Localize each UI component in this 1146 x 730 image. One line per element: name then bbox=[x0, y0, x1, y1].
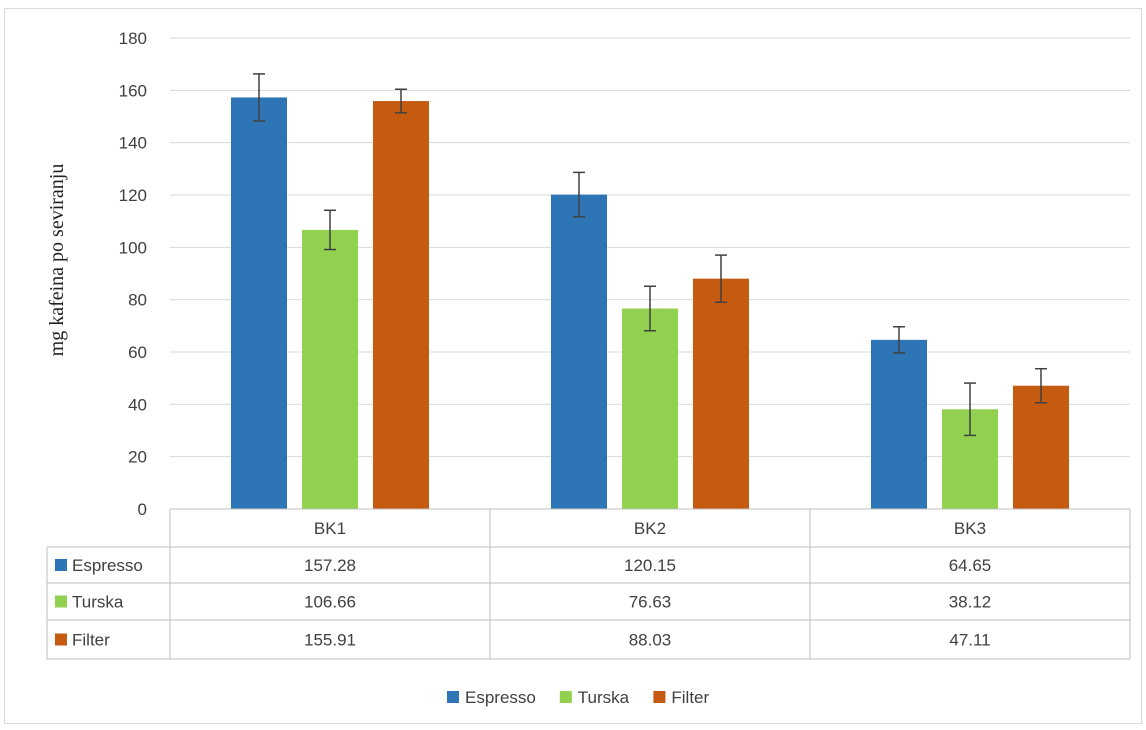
table-legend-key bbox=[55, 633, 67, 646]
table-series-name: Turska bbox=[72, 593, 124, 612]
bar-espresso-bk3 bbox=[871, 339, 927, 509]
bar-espresso-bk1 bbox=[231, 97, 287, 509]
y-tick-label: 20 bbox=[128, 448, 147, 467]
category-label: BK3 bbox=[954, 519, 986, 538]
error-bar bbox=[715, 254, 727, 303]
category-label: BK2 bbox=[634, 519, 666, 538]
y-tick-label: 160 bbox=[119, 81, 147, 100]
y-tick-label: 140 bbox=[119, 134, 147, 153]
y-tick-label: 80 bbox=[128, 291, 147, 310]
table-value: 38.12 bbox=[949, 593, 992, 612]
error-bar bbox=[644, 285, 656, 332]
bar-filter-bk2 bbox=[693, 278, 749, 509]
legend-label: Filter bbox=[671, 688, 709, 707]
table-value: 76.63 bbox=[629, 593, 672, 612]
y-tick-label: 60 bbox=[128, 343, 147, 362]
legend-swatch bbox=[653, 691, 666, 703]
y-tick-label: 100 bbox=[119, 238, 147, 257]
table-value: 47.11 bbox=[949, 631, 990, 650]
table-value: 88.03 bbox=[629, 631, 672, 650]
legend-item-turska: Turska bbox=[559, 688, 630, 707]
table-value: 106.66 bbox=[304, 593, 356, 612]
error-bars bbox=[253, 73, 1047, 437]
data-table: BK1 BK2 BK3 Espresso 157.28 120.15 64.65 Turska… bbox=[46, 508, 1131, 660]
error-bar bbox=[395, 88, 407, 114]
table-value: 157.28 bbox=[304, 556, 356, 575]
y-tick-label: 0 bbox=[138, 500, 147, 519]
bar-filter-bk1 bbox=[373, 101, 429, 510]
table-value: 64.65 bbox=[949, 556, 992, 575]
table-legend-key bbox=[55, 559, 67, 571]
legend: Espresso Turska Filter bbox=[447, 688, 710, 707]
error-bar bbox=[1035, 367, 1047, 404]
table-series-name: Espresso bbox=[72, 556, 143, 575]
error-bar bbox=[253, 73, 265, 122]
bar-turska-bk2 bbox=[622, 308, 678, 509]
bar-turska-bk1 bbox=[302, 229, 358, 510]
y-tick-label: 40 bbox=[128, 395, 147, 414]
table-series-name: Filter bbox=[72, 631, 110, 650]
y-tick-label: 180 bbox=[119, 29, 147, 48]
category-label: BK1 bbox=[314, 519, 346, 538]
y-tick-labels: 0 20 40 60 80 100 120 140 160 180 bbox=[119, 29, 147, 519]
legend-swatch bbox=[559, 691, 572, 703]
legend-label: Espresso bbox=[465, 688, 536, 707]
error-bar bbox=[893, 325, 905, 354]
legend-label: Turska bbox=[578, 688, 630, 707]
bars bbox=[231, 97, 1069, 510]
table-legend-key bbox=[55, 595, 67, 608]
legend-item-espresso: Espresso bbox=[447, 688, 536, 707]
y-axis-label: mg kafeina po seviranju bbox=[46, 164, 68, 357]
bar-espresso-bk2 bbox=[551, 194, 607, 510]
error-bar bbox=[324, 209, 336, 251]
error-bar bbox=[573, 171, 585, 218]
bar-filter-bk3 bbox=[1013, 385, 1069, 509]
legend-item-filter: Filter bbox=[653, 688, 710, 707]
table-value: 155.91 bbox=[304, 631, 356, 650]
y-tick-label: 120 bbox=[119, 186, 147, 205]
legend-swatch bbox=[447, 691, 459, 703]
table-value: 120.15 bbox=[624, 556, 676, 575]
error-bar bbox=[964, 382, 976, 437]
